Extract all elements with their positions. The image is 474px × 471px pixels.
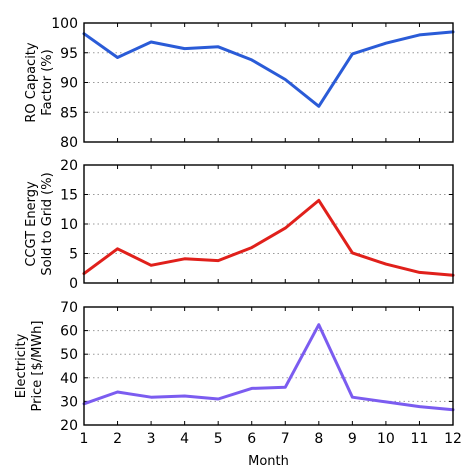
data-point [351,52,354,56]
y-tick-label: 50 [60,347,78,363]
data-point [351,251,354,255]
plot-frame [83,164,454,284]
data-point [216,259,220,262]
data-point [216,397,220,401]
x-tick-label: 9 [348,431,357,447]
data-point [317,199,321,202]
x-tick-label: 11 [411,431,429,447]
y-axis-label-line: Electricity [14,333,29,398]
series-line-2 [82,198,455,277]
x-tick-label: 10 [377,431,395,447]
plot-frame [83,306,454,426]
data-point [116,247,119,250]
y-tick-label: 40 [60,371,78,387]
y-axis-label: ElectricityPrice [$/MWh] [14,321,45,412]
data-point [418,33,421,37]
x-tick-label: 6 [247,431,256,447]
data-point [149,264,153,267]
y-tick-label: 5 [69,247,78,263]
panel-2: 0 5 10 15 20 CCGT EnergySold to Grid (%) [24,158,455,292]
y-tick-label: 80 [60,135,78,151]
x-axis-label: Month [248,454,289,469]
plot-frame [83,22,454,143]
data-point [250,246,253,249]
y-tick-label: 10 [60,217,78,233]
data-point [149,40,153,44]
y-tick-label: 0 [69,276,78,292]
y-tick-label: 90 [60,76,78,92]
data-point [418,405,421,408]
data-point [183,257,186,261]
y-axis-label: RO CapacityFactor (%) [24,42,55,123]
x-tick-label: 1 [80,431,89,447]
y-tick-label: 70 [60,300,78,316]
data-point [284,386,287,389]
series-line-3 [82,323,455,412]
data-point [284,78,287,81]
series-line-1 [82,30,455,108]
x-tick-label: 4 [180,431,189,447]
data-point [250,58,253,62]
data-point [183,394,186,398]
x-tick-label: 5 [214,431,223,447]
y-axis-label: CCGT EnergySold to Grid (%) [24,172,55,275]
y-axis-label-line: Sold to Grid (%) [40,172,55,275]
data-point [116,56,119,59]
data-point [351,395,354,399]
data-point [149,395,153,399]
y-tick-label: 85 [60,105,78,121]
data-point [384,42,388,45]
data-point [183,47,186,50]
data-point [317,105,321,108]
data-point [384,262,388,266]
data-point [418,271,421,274]
x-tick-label: 12 [444,431,462,447]
panel-1: 80 85 90 95 100 RO CapacityFactor (%) [24,16,455,151]
y-tick-label: 60 [60,324,78,340]
data-point [384,400,388,404]
y-axis-label-line: CCGT Energy [24,181,39,267]
y-axis-label-line: Price [$/MWh] [30,321,45,412]
y-axis-label-line: RO Capacity [24,42,39,123]
x-tick-label: 3 [147,431,156,447]
x-tick-label: 7 [281,431,290,447]
data-point [116,390,119,394]
x-tick-label: 8 [314,431,323,447]
data-point [284,226,287,230]
y-tick-label: 100 [51,16,78,32]
y-axis-label-line: Factor (%) [40,49,55,115]
y-tick-label: 30 [60,394,78,410]
data-point [317,323,321,326]
data-point [250,387,253,390]
data-point [216,45,220,48]
y-tick-label: 20 [60,418,78,434]
y-tick-label: 20 [60,158,78,174]
x-tick-label: 2 [113,431,122,447]
y-tick-label: 95 [60,46,78,62]
y-tick-label: 15 [60,188,78,204]
